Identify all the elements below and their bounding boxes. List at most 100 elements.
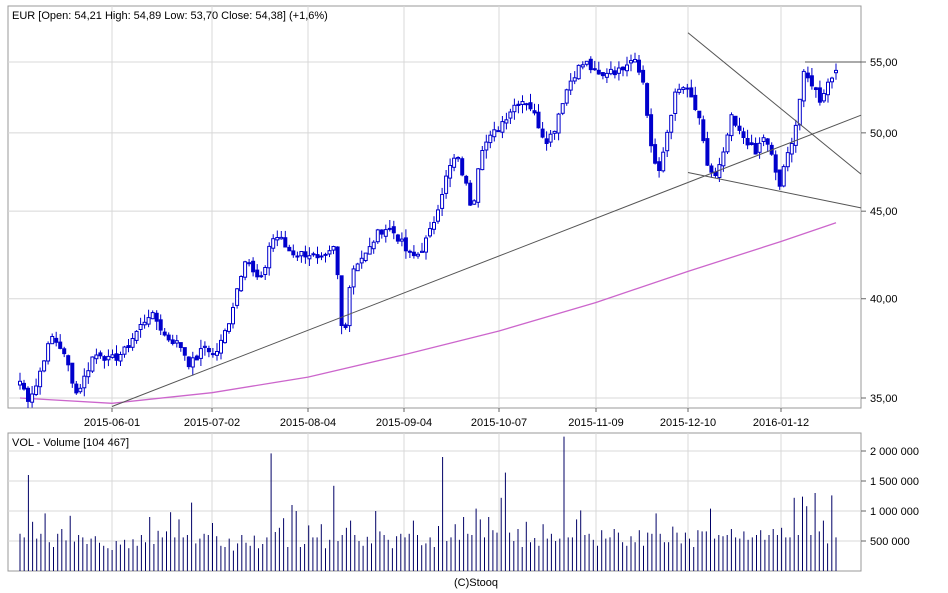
candle xyxy=(568,73,573,95)
y-tick-label: 45,00 xyxy=(870,206,898,218)
candle xyxy=(600,72,605,80)
candle xyxy=(411,245,416,259)
candle xyxy=(114,345,119,366)
candle xyxy=(46,341,51,365)
candle xyxy=(512,98,517,120)
candle xyxy=(403,229,408,259)
candle xyxy=(596,61,601,75)
candle xyxy=(34,378,39,397)
candle xyxy=(215,343,219,361)
candle xyxy=(432,216,436,235)
candle xyxy=(516,100,521,114)
candle xyxy=(809,68,814,90)
candle xyxy=(741,127,746,144)
candle xyxy=(540,122,545,139)
volume-bars-layer xyxy=(19,436,837,571)
candle xyxy=(757,137,762,159)
candle xyxy=(793,119,798,153)
candle xyxy=(158,314,163,335)
candle xyxy=(677,83,682,95)
candle xyxy=(18,372,22,390)
candle xyxy=(331,245,336,255)
candle xyxy=(303,245,308,264)
candle xyxy=(604,68,609,83)
candle xyxy=(391,220,396,240)
candle xyxy=(106,349,111,367)
candle xyxy=(733,115,738,128)
volume-header: VOL - Volume [104 467] xyxy=(12,437,129,449)
candle xyxy=(701,115,706,144)
chart-credit: (C)Stooq xyxy=(454,577,498,589)
candle xyxy=(351,265,356,295)
x-tick-label: 2015-12-10 xyxy=(660,417,716,429)
candle xyxy=(797,98,802,131)
candle xyxy=(452,154,457,172)
candle xyxy=(178,342,183,352)
candle xyxy=(279,231,284,240)
candle xyxy=(130,333,135,351)
candle xyxy=(387,220,392,232)
candle xyxy=(560,103,565,116)
candle xyxy=(54,331,59,347)
candle xyxy=(170,334,175,346)
candle xyxy=(669,114,674,140)
candle xyxy=(641,65,646,85)
candle xyxy=(323,252,328,263)
candle xyxy=(86,362,91,384)
candle xyxy=(508,108,513,124)
candle xyxy=(464,174,469,186)
candle xyxy=(307,247,312,266)
candle xyxy=(166,332,171,343)
price-header: EUR [Open: 54,21 High: 54,89 Low: 53,70 … xyxy=(12,10,328,22)
candle xyxy=(174,334,179,348)
candle xyxy=(428,221,432,238)
price-y-axis: 35,00 40,00 45,00 50,00 55,00 xyxy=(861,57,898,405)
volume-y-tick-label: 500 000 xyxy=(870,536,910,548)
x-tick-label: 2015-06-01 xyxy=(84,417,140,429)
candle xyxy=(311,251,316,257)
candle xyxy=(476,168,481,208)
candle xyxy=(319,252,324,261)
candle xyxy=(544,131,549,151)
trend-line xyxy=(111,114,862,407)
candle xyxy=(379,229,384,239)
candle xyxy=(367,237,372,255)
candle xyxy=(612,66,617,79)
candle xyxy=(146,309,151,328)
candle xyxy=(621,66,625,77)
candle xyxy=(371,240,376,254)
candle xyxy=(564,88,569,106)
candle xyxy=(834,63,838,80)
candle xyxy=(592,60,597,71)
x-tick-label: 2016-01-12 xyxy=(753,417,809,429)
x-tick-label: 2015-11-09 xyxy=(568,417,623,429)
candle xyxy=(468,180,473,206)
candle xyxy=(186,356,191,370)
candle xyxy=(528,93,533,112)
candle xyxy=(693,86,698,112)
candle xyxy=(753,137,758,155)
candle xyxy=(255,264,260,280)
candle xyxy=(709,163,714,178)
candle xyxy=(729,112,734,142)
candle xyxy=(283,230,288,248)
candle xyxy=(548,130,553,147)
candle xyxy=(315,246,320,264)
candle xyxy=(198,339,203,366)
candle xyxy=(633,52,637,63)
candle xyxy=(375,228,380,244)
candle xyxy=(206,345,211,358)
candle xyxy=(456,156,461,162)
candle xyxy=(291,244,296,258)
candles-layer xyxy=(18,52,838,408)
candle xyxy=(363,252,368,263)
volume-y-tick-label: 2 000 000 xyxy=(870,446,919,458)
candle xyxy=(721,147,726,172)
candle xyxy=(484,134,489,159)
candle xyxy=(761,134,766,147)
candle xyxy=(657,157,662,178)
candle xyxy=(243,260,248,281)
candle xyxy=(58,334,63,350)
candle xyxy=(524,102,529,111)
candle xyxy=(801,69,806,108)
